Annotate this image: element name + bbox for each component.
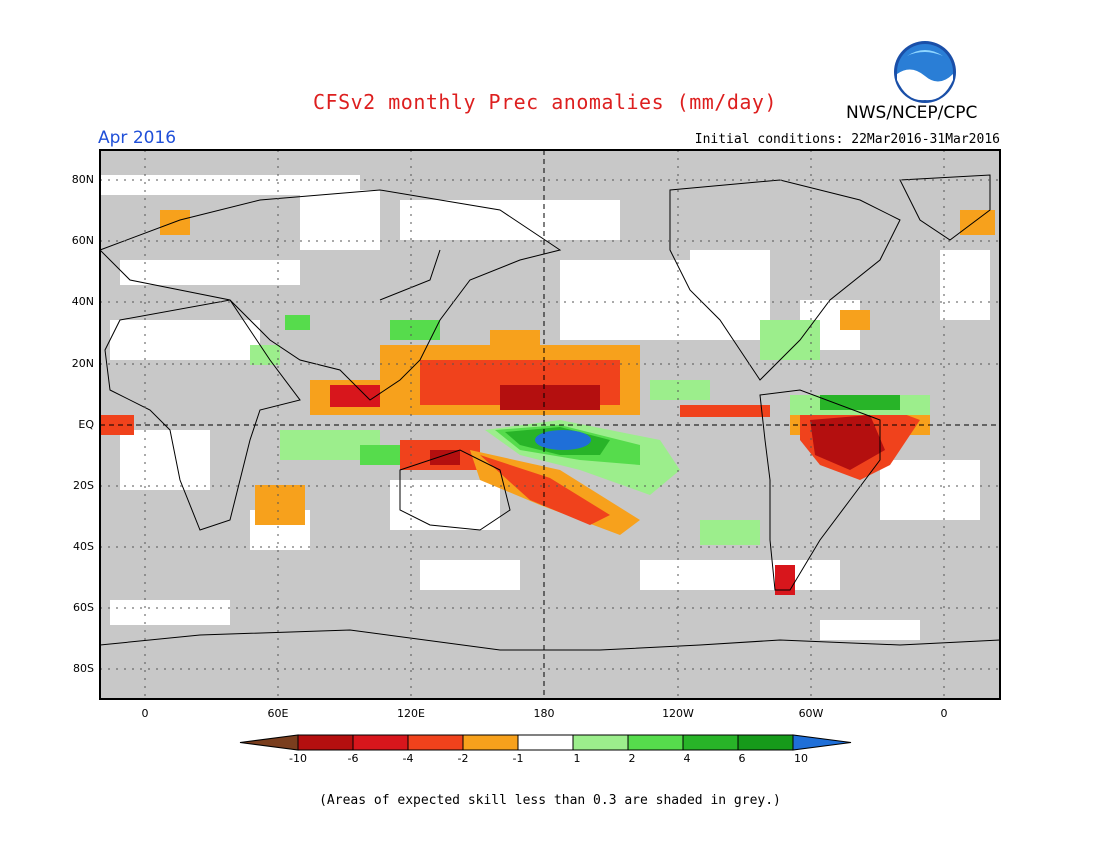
map-title: CFSv2 monthly Prec anomalies (mm/day) [312,90,778,114]
colorbar-swatch [737,734,794,751]
white-areas [100,175,990,640]
lat-label: 80S [73,662,94,675]
lat-label: 40S [73,540,94,553]
lon-label: 120W [662,707,694,720]
colorbar-swatch [407,734,464,751]
colorbar-swatch [572,734,629,751]
lat-label: 80N [71,173,94,186]
colorbar-arrow-low [239,734,299,751]
colorbar-label: -6 [347,752,359,765]
lon-label: 0 [141,707,149,720]
lat-label: EQ [78,418,94,431]
colorbar-label: -1 [512,752,524,765]
colorbar-swatch [627,734,684,751]
lon-label: 120E [397,707,425,720]
colorbar-swatch [462,734,519,751]
colorbar [239,734,852,751]
colorbar-swatch [352,734,409,751]
lat-label: 60N [71,234,94,247]
colorbar-label: 6 [738,752,746,765]
colorbar-label: 2 [628,752,636,765]
lon-label: 180 [533,707,555,720]
lon-label: 0 [940,707,948,720]
initial-conditions: Initial conditions: 22Mar2016-31Mar2016 [694,132,1000,147]
forecast-month: Apr 2016 [98,128,177,148]
gridlines [100,150,1000,699]
equator-dateline [100,150,1000,699]
lon-label: 60W [798,707,824,720]
colorbar-label: 4 [683,752,691,765]
skill-note: (Areas of expected skill less than 0.3 a… [319,793,781,808]
wet-anomalies [250,315,930,545]
lat-label: 20N [71,357,94,370]
colorbar-arrow-high [792,734,852,751]
org-label: NWS/NCEP/CPC [846,103,978,123]
dry-anomalies [100,210,995,595]
colorbar-label: -10 [289,752,307,765]
colorbar-swatch [682,734,739,751]
colorbar-swatch [517,734,574,751]
colorbar-swatch [297,734,354,751]
colorbar-label: -2 [457,752,469,765]
colorbar-label: -4 [402,752,414,765]
noaa-logo [894,41,956,103]
colorbar-label: 1 [573,752,581,765]
lon-label: 60E [267,707,289,720]
lat-label: 40N [71,295,94,308]
lat-label: 20S [73,479,94,492]
coastlines [99,174,1001,651]
lat-label: 60S [73,601,94,614]
map-frame [99,149,1001,700]
colorbar-label: 10 [794,752,808,765]
